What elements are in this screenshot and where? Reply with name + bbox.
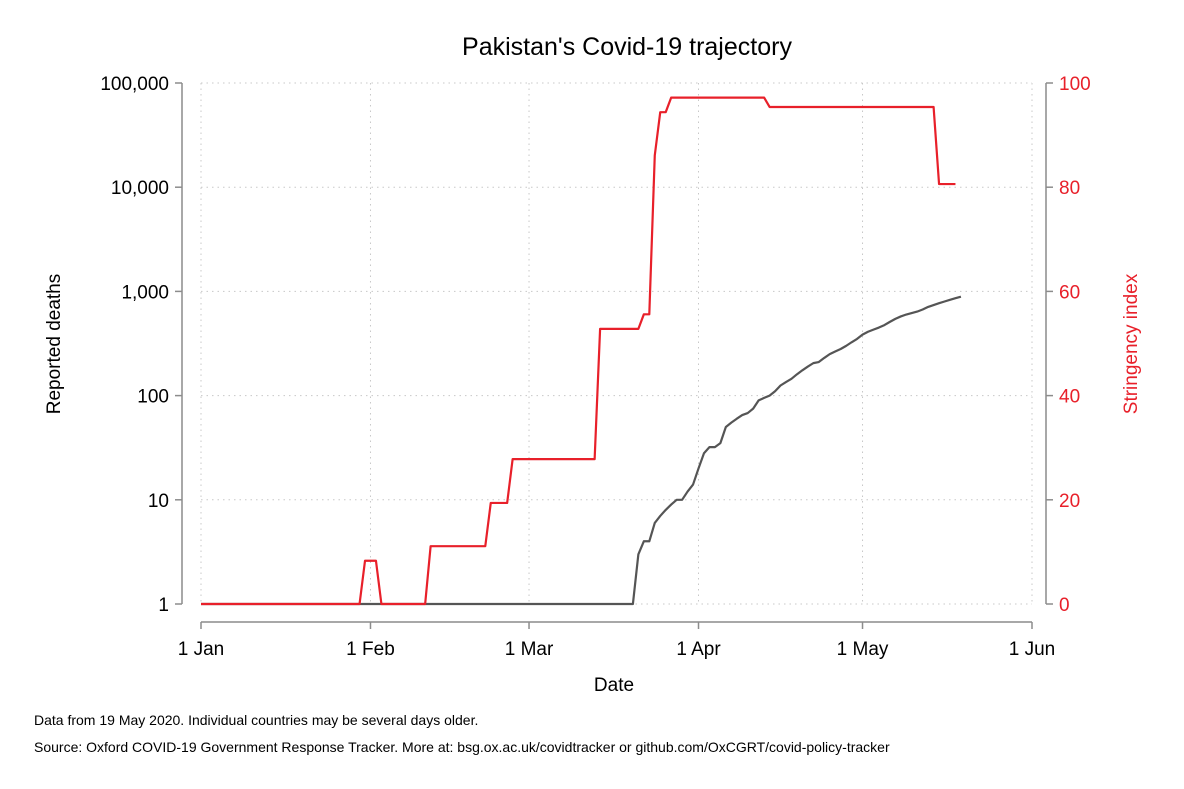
- y-right-tick-label: 0: [1059, 595, 1070, 616]
- x-axis-label: Date: [594, 675, 634, 696]
- y-axis-left-label: Reported deaths: [44, 274, 65, 415]
- x-tick-label: 1 May: [837, 639, 889, 660]
- footnote-source: Source: Oxford COVID-19 Government Respo…: [34, 739, 890, 755]
- grid-lines: [200, 82, 1033, 605]
- y-left-tick-label: 10,000: [111, 178, 169, 199]
- y-left-tick-label: 10: [148, 491, 169, 512]
- x-tick-label: 1 Feb: [346, 639, 395, 660]
- x-tick-label: 1 Apr: [676, 639, 721, 660]
- x-tick-label: 1 Jan: [178, 639, 224, 660]
- y-left-tick-label: 1: [158, 595, 169, 616]
- y-right-tick-label: 40: [1059, 387, 1080, 408]
- deaths-series-line: [201, 295, 962, 606]
- x-tick-label: 1 Jun: [1009, 639, 1055, 660]
- axes: 1 10 100 1,000 10,000 100,000 0 20 40 60 80 100 1 Ja…: [100, 74, 1090, 660]
- chart-canvas: Pakistan's Covid-19 trajectory 1 10 100 1,0…: [44, 33, 1142, 696]
- y-left-tick-label: 100,000: [100, 74, 169, 95]
- y-right-tick-label: 80: [1059, 178, 1080, 199]
- y-right-tick-label: 100: [1059, 74, 1091, 95]
- y-left-tick-label: 100: [137, 387, 169, 408]
- y-axis-right-label: Stringency index: [1121, 273, 1142, 414]
- series-lines: [201, 96, 962, 606]
- footnote-data-date: Data from 19 May 2020. Individual countr…: [34, 712, 479, 728]
- x-tick-label: 1 Mar: [505, 639, 554, 660]
- stringency-series-line: [201, 96, 956, 606]
- y-left-tick-label: 1,000: [121, 282, 169, 303]
- y-right-tick-label: 20: [1059, 491, 1080, 512]
- y-right-tick-label: 60: [1059, 282, 1080, 303]
- chart-title: Pakistan's Covid-19 trajectory: [462, 33, 792, 61]
